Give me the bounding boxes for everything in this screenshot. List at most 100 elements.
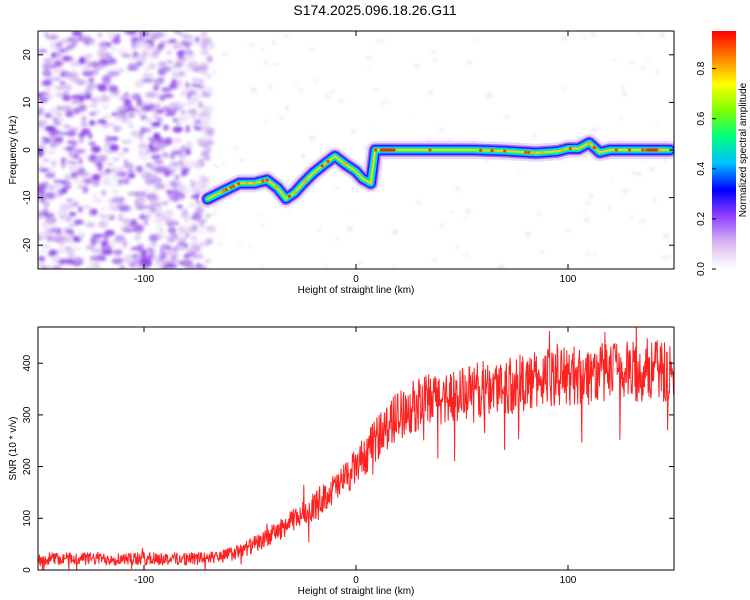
snr-plot: -100 0 100 0 100 200 300 400 Height of straight… (8, 326, 675, 597)
noise-speck (111, 257, 124, 265)
ridge-glint (561, 148, 565, 152)
noise-speck (51, 183, 62, 192)
noise-speck (107, 203, 115, 210)
snr-y-tick-label: 200 (22, 458, 33, 475)
noise-speck (199, 50, 209, 56)
noise-speck (137, 249, 149, 254)
ridge-glint (231, 184, 236, 188)
noise-speck (621, 91, 628, 96)
noise-speck (41, 79, 53, 87)
noise-speck (60, 157, 67, 165)
colorbar-tick-label: 0.8 (696, 61, 707, 75)
noise-speck (132, 258, 139, 266)
noise-speck (83, 93, 92, 100)
noise-speck (46, 148, 56, 155)
noise-speck (78, 157, 83, 165)
ridge-glint (568, 146, 572, 151)
snr-axes: -100 0 100 0 100 200 300 400 (22, 327, 674, 586)
noise-speck (356, 261, 362, 266)
noise-speck (130, 218, 138, 227)
noise-speck (639, 219, 647, 223)
noise-speck (190, 83, 202, 87)
noise-speck (194, 119, 202, 124)
noise-speck (55, 235, 68, 241)
noise-speck (78, 58, 86, 65)
noise-speck (123, 98, 132, 106)
frequency-ridge (198, 133, 674, 208)
noise-speck (156, 117, 163, 123)
noise-speck (563, 87, 567, 91)
noise-speck (101, 75, 112, 82)
noise-speck (116, 113, 121, 122)
noise-speck (187, 60, 199, 69)
noise-speck (622, 189, 629, 194)
noise-speck (142, 73, 154, 79)
noise-speck (583, 209, 588, 213)
spectrogram-x-tick-label: 0 (353, 274, 359, 285)
noise-speck (50, 265, 62, 269)
noise-speck (72, 256, 83, 262)
noise-speck (185, 49, 193, 55)
noise-speck (183, 253, 191, 259)
noise-speck (195, 218, 208, 223)
noise-speck (217, 242, 224, 245)
noise-speck (161, 244, 171, 249)
noise-speck (203, 156, 211, 161)
noise-speck (59, 204, 69, 212)
noise-speck (140, 258, 153, 266)
noise-speck (94, 95, 104, 104)
noise-speck (58, 131, 68, 136)
noise-speck (71, 246, 82, 251)
noise-speck (70, 100, 83, 105)
noise-speck (109, 143, 119, 152)
colorbar-tick-label: 0.4 (696, 161, 707, 175)
noise-speck (164, 113, 176, 117)
noise-speck (95, 254, 106, 261)
noise-speck (92, 197, 104, 204)
noise-speck (130, 191, 135, 196)
noise-speck (186, 92, 192, 100)
snr-x-tick-label: 100 (560, 575, 577, 586)
noise-speck (314, 78, 320, 83)
noise-speck (66, 250, 75, 258)
noise-speck (192, 94, 203, 100)
noise-speck (182, 226, 193, 234)
noise-speck (200, 31, 208, 39)
noise-speck (179, 145, 187, 153)
noise-speck (92, 208, 98, 216)
noise-speck (612, 59, 616, 63)
noise-speck (68, 211, 77, 217)
noise-speck (118, 108, 129, 115)
noise-speck (97, 119, 107, 125)
noise-speck (97, 220, 109, 228)
ridge-glint (245, 181, 249, 185)
snr-y-label: SNR (10 * v/v) (8, 417, 19, 481)
noise-speck (140, 126, 146, 135)
noise-speck (91, 62, 101, 66)
noise-speck (582, 35, 588, 39)
noise-speck (72, 166, 80, 171)
noise-speck (112, 176, 120, 180)
chart-title: S174.2025.096.18.26.G11 (293, 2, 457, 18)
noise-speck (264, 119, 269, 123)
noise-speck (38, 49, 48, 54)
noise-speck (285, 105, 290, 110)
noise-speck (43, 207, 49, 215)
noise-speck (199, 110, 209, 118)
noise-speck (38, 183, 48, 191)
noise-speck (140, 42, 151, 49)
noise-speck (65, 130, 77, 137)
noise-speck (636, 32, 642, 36)
noise-speck (198, 101, 203, 109)
ridge-glint (224, 188, 228, 192)
noise-speck (180, 211, 190, 219)
noise-speck (216, 165, 220, 169)
noise-speck (333, 187, 340, 190)
ridge-glint (524, 150, 528, 154)
spectrogram-y-label: Frequency (Hz) (8, 116, 19, 185)
noise-speck (147, 197, 160, 202)
noise-speck (173, 221, 179, 226)
noise-speck (109, 197, 121, 204)
noise-speck (43, 57, 53, 65)
ridge-glint (592, 145, 596, 149)
